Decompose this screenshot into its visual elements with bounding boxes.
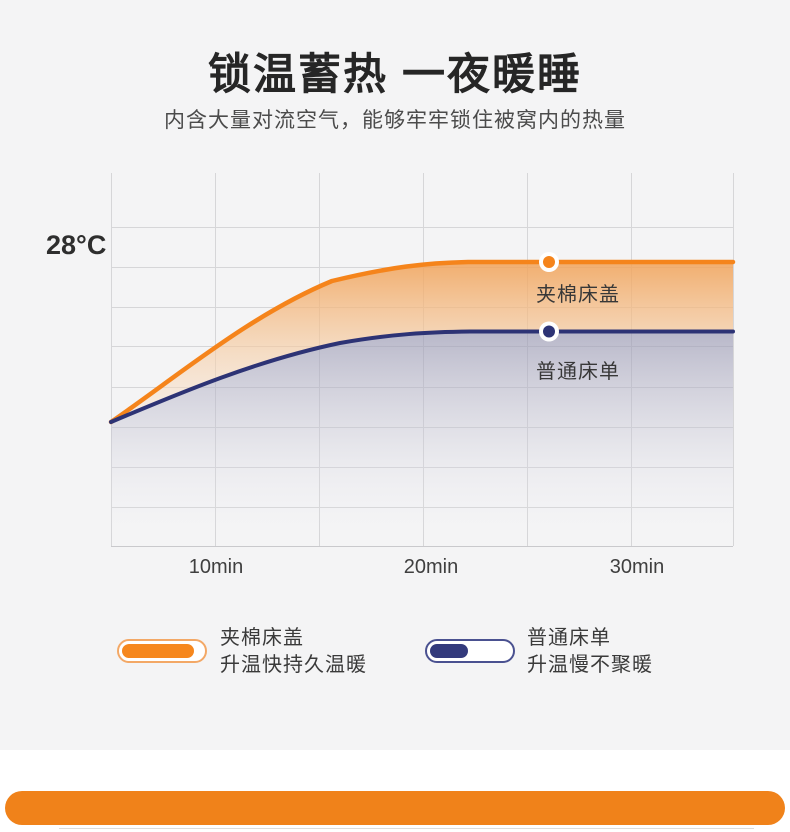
quilted-area [111, 262, 733, 422]
x-tick-30min: 30min [609, 556, 665, 578]
plain-curve [109, 329, 735, 424]
y-axis-label: 28°C [46, 230, 107, 260]
legend-swatch-quilted [117, 639, 207, 663]
legend-item-quilted: 夹棉床盖 升温快持久温暖 [220, 625, 367, 679]
x-tick-10min: 10min [188, 556, 244, 578]
legend-name-plain: 普通床单 [527, 627, 611, 649]
legend-name-quilted: 夹棉床盖 [220, 627, 304, 649]
legend-desc-plain: 升温慢不聚暖 [527, 654, 653, 676]
legend-swatch-fill-plain [430, 644, 468, 658]
plain-area [111, 331, 733, 540]
series-label-quilted: 夹棉床盖 [536, 284, 620, 306]
legend-desc-quilted: 升温快持久温暖 [220, 654, 367, 676]
heading-subtitle: 内含大量对流空气，能够牢牢锁住被窝内的热量 [164, 109, 626, 132]
legend-item-plain: 普通床单 升温慢不聚暖 [527, 625, 653, 679]
legend-swatch-plain [425, 639, 515, 663]
heading-title: 锁温蓄热 一夜暖睡 [208, 51, 582, 99]
plain-marker [539, 321, 559, 342]
x-tick-20min: 20min [403, 556, 459, 578]
quilted-marker [539, 252, 559, 272]
quilted-curve [108, 259, 736, 425]
footer-divider-line [59, 828, 754, 829]
series-label-plain: 普通床单 [536, 361, 620, 383]
legend-swatch-fill-quilted [122, 644, 194, 658]
footer-bar [5, 791, 785, 825]
